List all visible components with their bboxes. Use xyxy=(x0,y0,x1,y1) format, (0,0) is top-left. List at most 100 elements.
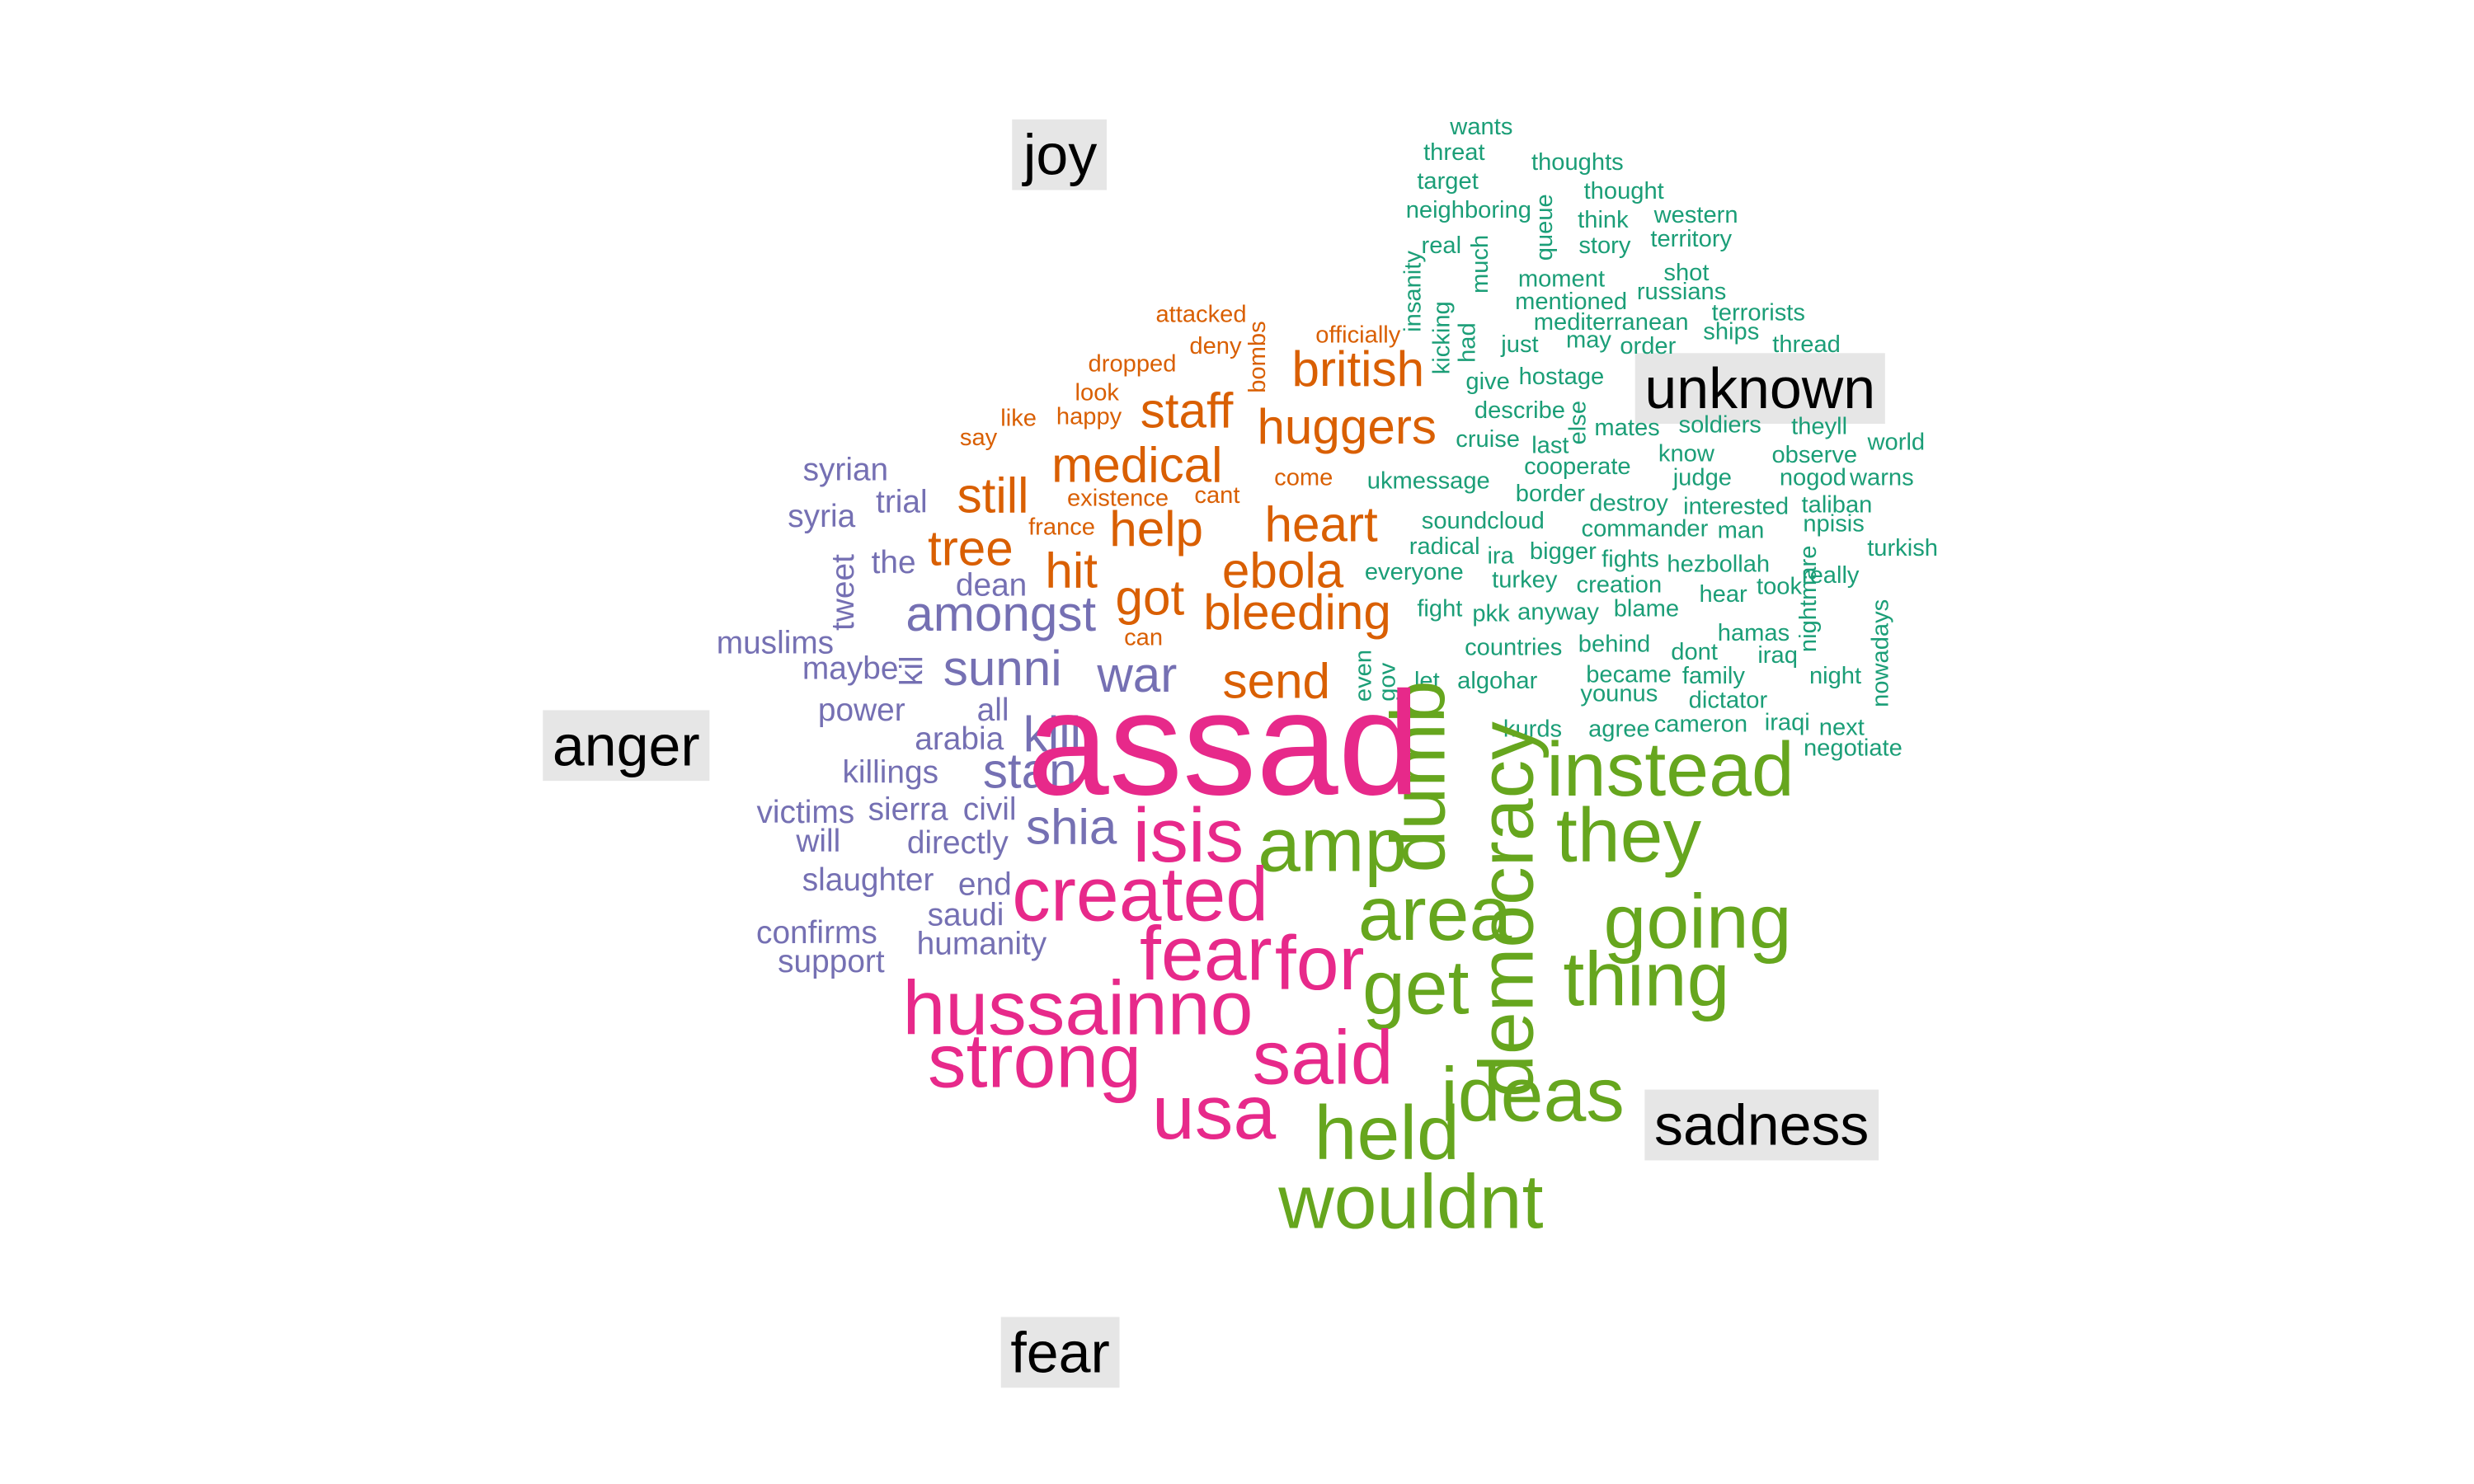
word-unknown: let xyxy=(1414,668,1440,694)
category-label-background xyxy=(1012,119,1107,190)
word-joy: british xyxy=(1292,341,1425,397)
word-unknown: algohar xyxy=(1457,668,1537,694)
word-unknown: countries xyxy=(1465,634,1562,660)
word-joy: existence xyxy=(1067,486,1169,512)
word-unknown: nogod xyxy=(1780,464,1846,491)
word-joy: still xyxy=(957,467,1029,523)
word-joy: france xyxy=(1028,514,1095,541)
word-unknown: negotiate xyxy=(1804,735,1903,762)
word-unknown: nowadays xyxy=(1868,599,1894,707)
word-unknown: insanity xyxy=(1400,251,1427,332)
word-anger: syrian xyxy=(803,453,889,488)
word-anger: confirms xyxy=(756,915,877,951)
word-anger: civil xyxy=(963,791,1017,827)
word-unknown: territory xyxy=(1650,226,1732,252)
word-joy: bleeding xyxy=(1203,585,1391,640)
word-anger: maybe xyxy=(802,650,899,686)
word-sadness: going xyxy=(1603,879,1791,965)
word-anger: the xyxy=(872,545,916,580)
word-unknown: else xyxy=(1565,401,1592,444)
word-joy: come xyxy=(1274,464,1333,491)
word-unknown: dont xyxy=(1671,639,1718,665)
word-anger: power xyxy=(818,693,905,728)
word-unknown: destroy xyxy=(1589,490,1668,516)
word-joy: dropped xyxy=(1089,351,1177,378)
word-unknown: mentioned xyxy=(1515,289,1627,315)
word-anger: stan xyxy=(983,743,1077,798)
word-unknown: neighboring xyxy=(1406,197,1531,223)
word-unknown: mates xyxy=(1594,415,1659,441)
word-anger: kil xyxy=(895,655,930,686)
word-anger: trial xyxy=(876,484,928,519)
category-labels: joy unknown anger sadness fear xyxy=(543,119,1885,1388)
word-unknown: soldiers xyxy=(1679,411,1761,438)
word-unknown: much xyxy=(1467,235,1493,294)
word-unknown: younus xyxy=(1580,681,1658,707)
word-anger: sierra xyxy=(868,791,948,827)
word-fear: for xyxy=(1275,920,1365,1006)
category-label-fear: fear xyxy=(1000,1317,1120,1388)
word-anger: directly xyxy=(907,825,1009,861)
word-fear: created xyxy=(1012,852,1268,937)
word-unknown: western xyxy=(1653,202,1738,228)
word-anger: kill xyxy=(1023,707,1081,762)
word-fear: usa xyxy=(1152,1069,1276,1155)
word-unknown: took xyxy=(1757,573,1802,599)
word-joy: deny xyxy=(1189,333,1242,359)
category-label-background xyxy=(1644,1089,1879,1161)
word-unknown: real xyxy=(1422,232,1462,259)
word-unknown: russians xyxy=(1637,279,1726,305)
word-unknown: cameron xyxy=(1654,711,1747,737)
word-joy: huggers xyxy=(1257,399,1437,454)
word-unknown: nightmare xyxy=(1795,546,1822,653)
word-unknown: fight xyxy=(1417,596,1462,622)
category-label-anger: anger xyxy=(543,710,710,782)
category-label-background xyxy=(543,710,710,782)
word-joy: like xyxy=(1000,406,1037,432)
word-unknown: order xyxy=(1620,333,1676,359)
word-unknown: cruise xyxy=(1456,426,1520,453)
word-sadness: ideas xyxy=(1441,1051,1625,1137)
category-label-background xyxy=(1000,1317,1120,1388)
word-joy: officially xyxy=(1315,322,1400,349)
word-sadness: they xyxy=(1556,792,1702,878)
word-unknown: theyll xyxy=(1791,413,1847,439)
category-label-text: joy xyxy=(1022,123,1097,187)
word-unknown: mediterranean xyxy=(1534,309,1689,336)
word-unknown: border xyxy=(1516,481,1585,507)
word-unknown: ira xyxy=(1487,543,1514,570)
word-unknown: story xyxy=(1578,232,1631,259)
word-unknown: world xyxy=(1867,430,1926,456)
word-anger: dean xyxy=(956,567,1027,603)
word-unknown: pkk xyxy=(1472,600,1510,627)
word-unknown: target xyxy=(1417,168,1478,195)
word-anger: humanity xyxy=(917,926,1047,961)
word-anger: slaughter xyxy=(802,862,934,898)
word-anger: saudi xyxy=(928,897,1004,932)
word-joy: send xyxy=(1223,654,1331,709)
word-anger: shia xyxy=(1026,799,1117,854)
word-unknown: iraqi xyxy=(1765,710,1810,736)
word-joy: bombs xyxy=(1244,321,1271,392)
word-sadness: get xyxy=(1362,944,1470,1030)
word-anger: end xyxy=(958,867,1012,903)
word-joy: got xyxy=(1116,571,1185,626)
word-unknown: cooperate xyxy=(1524,453,1631,480)
word-anger: arabia xyxy=(915,721,1004,757)
category-label-background xyxy=(1634,353,1885,425)
word-unknown: agree xyxy=(1588,716,1650,742)
word-unknown: behind xyxy=(1578,631,1650,657)
word-unknown: threat xyxy=(1423,139,1484,166)
word-unknown: judge xyxy=(1672,464,1732,491)
word-unknown: observe xyxy=(1771,442,1857,468)
word-anger: will xyxy=(795,824,840,859)
word-unknown: radical xyxy=(1409,533,1480,560)
word-unknown: creation xyxy=(1577,572,1663,599)
word-joy: can xyxy=(1124,625,1163,651)
word-sadness: amp xyxy=(1258,801,1407,887)
word-unknown: hezbollah xyxy=(1667,551,1770,577)
word-joy: medical xyxy=(1051,438,1222,493)
word-unknown: describe xyxy=(1475,397,1565,424)
word-unknown: shot xyxy=(1663,260,1709,286)
word-anger: victims xyxy=(757,795,855,830)
